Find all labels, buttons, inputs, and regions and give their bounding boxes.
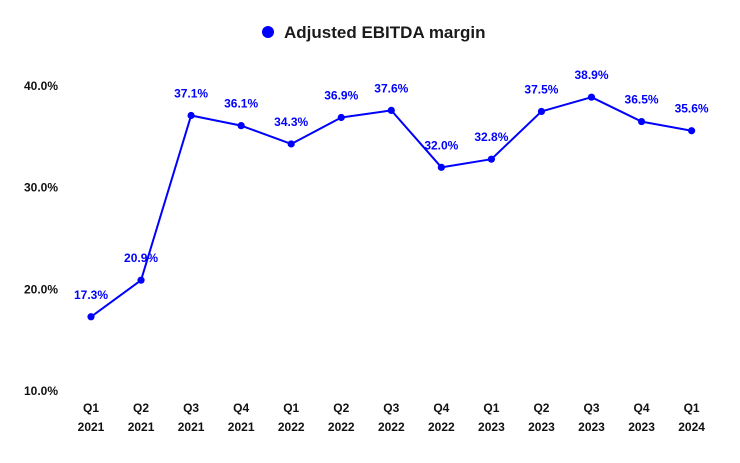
x-tick-label-year: 2023	[628, 420, 655, 434]
x-tick-label-year: 2023	[528, 420, 555, 434]
x-tick-label-year: 2021	[228, 420, 255, 434]
data-point	[688, 127, 696, 135]
data-label: 32.0%	[424, 138, 458, 152]
data-label: 35.6%	[675, 102, 709, 116]
x-tick-label-quarter: Q2	[133, 401, 149, 415]
data-label: 34.3%	[274, 115, 308, 129]
data-label: 37.1%	[174, 86, 208, 100]
data-label: 36.9%	[324, 89, 358, 103]
x-tick-label-quarter: Q3	[383, 401, 399, 415]
data-point	[387, 106, 395, 114]
data-point	[337, 113, 345, 122]
y-tick-label: 10.0%	[24, 384, 58, 398]
x-tick-label-quarter: Q1	[483, 401, 499, 415]
data-label: 37.5%	[524, 82, 558, 96]
y-tick-label: 20.0%	[24, 282, 58, 296]
y-tick-label: 30.0%	[24, 181, 58, 195]
data-label: 36.5%	[625, 93, 659, 107]
x-tick-label-year: 2022	[378, 420, 405, 434]
data-point	[87, 313, 95, 321]
x-tick-label-year: 2022	[278, 420, 305, 434]
legend-marker	[262, 26, 274, 38]
x-tick-label-year: 2021	[128, 420, 155, 434]
x-tick-label-quarter: Q2	[333, 401, 349, 415]
data-label: 36.1%	[224, 97, 258, 111]
data-point	[537, 107, 546, 116]
x-tick-label-quarter: Q1	[83, 401, 99, 415]
y-tick-label: 40.0%	[24, 79, 58, 93]
legend-label: Adjusted EBITDA margin	[284, 23, 486, 42]
x-tick-label-year: 2021	[78, 420, 105, 434]
x-tick-label-quarter: Q4	[433, 401, 449, 415]
data-label: 37.6%	[374, 81, 408, 95]
data-label: 32.8%	[474, 130, 508, 144]
x-tick-label-year: 2022	[428, 420, 455, 434]
data-label: 17.3%	[74, 288, 108, 302]
x-tick-label-year: 2021	[178, 420, 205, 434]
data-point	[287, 140, 295, 148]
data-label: 38.9%	[574, 68, 608, 82]
series-line	[90, 96, 692, 318]
x-tick-label-quarter: Q1	[283, 401, 299, 415]
x-tick-label-quarter: Q3	[583, 401, 599, 415]
data-point	[437, 163, 445, 171]
x-tick-label-quarter: Q2	[533, 401, 549, 415]
data-point	[587, 93, 596, 101]
x-tick-label-quarter: Q4	[634, 401, 650, 415]
x-axis: Q1 2021 Q2 2021 Q3 2021 Q4 2021 Q1 2022 Q2 2022 Q3 20…	[78, 401, 706, 434]
series-layer: 17.3% 20.9% 37.1% 36.1% 34.3% 36.9% 37.6% 32.0%…	[74, 68, 709, 321]
x-tick-label-year: 2023	[478, 420, 505, 434]
x-tick-label-year: 2023	[578, 420, 605, 434]
x-tick-label-quarter: Q3	[183, 401, 199, 415]
x-tick-label-year: 2024	[678, 420, 705, 434]
data-label: 20.9%	[124, 251, 158, 265]
x-tick-label-year: 2022	[328, 420, 355, 434]
x-tick-label-quarter: Q1	[684, 401, 700, 415]
y-axis: 10.0% 20.0% 30.0% 40.0%	[24, 79, 58, 398]
data-point	[187, 111, 195, 120]
data-point	[237, 122, 245, 130]
legend: Adjusted EBITDA margin	[262, 23, 486, 42]
x-tick-label-quarter: Q4	[233, 401, 249, 415]
data-point	[137, 276, 145, 284]
data-point	[487, 155, 495, 163]
data-point	[637, 117, 646, 126]
